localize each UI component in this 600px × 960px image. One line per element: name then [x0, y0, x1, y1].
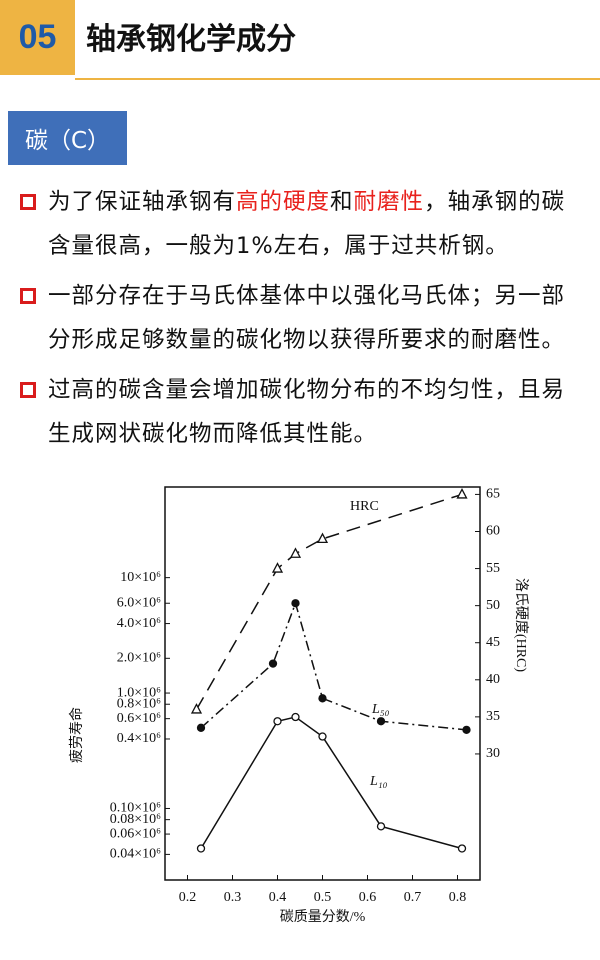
- x-tick-label: 0.5: [314, 890, 332, 905]
- marker: [318, 694, 327, 703]
- marker: [190, 703, 203, 714]
- bullet-icon: [20, 288, 36, 304]
- x-tick-label: 0.4: [269, 890, 287, 905]
- y2-tick-label: 55: [486, 561, 500, 576]
- x-tick-label: 0.6: [359, 890, 377, 905]
- y2-tick-label: 40: [486, 672, 500, 687]
- bullet: 一部分存在于马氏体基体中以强化马氏体；另一部分形成足够数量的碳化物以获得所要求的…: [18, 274, 588, 362]
- y2-tick-label: 60: [486, 524, 500, 539]
- marker: [376, 717, 386, 726]
- y-tick-label: 0.4×10⁶: [117, 731, 161, 746]
- y-tick-label: 0.04×10⁶: [110, 847, 161, 862]
- bullet-text: 和: [330, 189, 354, 215]
- y-tick-label: 2.0×10⁶: [117, 651, 161, 666]
- marker: [462, 725, 471, 734]
- page-title: 轴承钢化学成分: [86, 22, 296, 57]
- y2-tick-label: 30: [486, 746, 500, 761]
- bullet-text: 一部分存在于马氏体基体中以强化马氏体；另一部分形成足够数量的碳化物以获得所要求的…: [48, 283, 566, 353]
- series-label: L₅₀: [371, 702, 390, 717]
- y-tick-label: 0.06×10⁶: [110, 826, 161, 841]
- marker: [457, 844, 467, 853]
- bullet-text: ，轴承钢的碳含量很高，一般为1%左右，属于过共析钢。: [48, 189, 566, 259]
- y-tick-label: 1.0×10⁶: [117, 685, 161, 700]
- section-label: 碳（C）: [8, 111, 127, 165]
- section-number: 05: [0, 0, 75, 75]
- x-tick-label: 0.7: [404, 890, 422, 905]
- marker: [196, 844, 206, 853]
- y-tick-label: 0.8×10⁶: [117, 696, 161, 711]
- y-tick-label: 10×10⁶: [120, 570, 161, 585]
- y-tick-label: 6.0×10⁶: [117, 595, 161, 610]
- marker: [196, 723, 206, 732]
- y-tick-label: 4.0×10⁶: [117, 616, 161, 631]
- y2-tick-label: 45: [486, 635, 500, 650]
- highlight-text: 耐磨性: [353, 189, 425, 215]
- series-line: [195, 493, 463, 710]
- x-tick-label: 0.3: [224, 890, 242, 905]
- bullet: 为了保证轴承钢有高的硬度和耐磨性，轴承钢的碳含量很高，一般为1%左右，属于过共析…: [18, 180, 588, 268]
- y-tick-label: 0.6×10⁶: [117, 711, 161, 726]
- marker: [376, 822, 386, 831]
- marker: [289, 547, 302, 558]
- chart: 0.2 0.3 0.4 0.5 0.6 0.7 0.8 10×10⁶ 6.0×10⁶ 4.0×10…: [68, 486, 529, 925]
- marker: [273, 717, 282, 726]
- marker: [318, 732, 327, 741]
- bullet-icon: [20, 382, 36, 398]
- x-tick-label: 0.2: [179, 890, 197, 905]
- bullet-text: 过高的碳含量会增加碳化物分布的不均匀性，且易生成网状碳化物而降低其性能。: [48, 377, 566, 447]
- marker: [291, 599, 300, 608]
- x-tick-label: 0.8: [449, 890, 467, 905]
- bullet-list: 为了保证轴承钢有高的硬度和耐磨性，轴承钢的碳含量很高，一般为1%左右，属于过共析…: [18, 180, 588, 462]
- x-axis-label: 碳质量分数/%: [280, 909, 366, 925]
- marker: [456, 488, 468, 499]
- y2-axis-label: 洛氏硬度(HRC): [513, 578, 529, 672]
- bullet-text: 为了保证轴承钢有: [48, 189, 237, 215]
- series-line: [200, 600, 467, 731]
- series-label: HRC: [350, 499, 379, 514]
- series-line: [200, 716, 463, 850]
- highlight-text: 高的硬度: [236, 189, 331, 215]
- marker: [271, 562, 284, 573]
- marker: [291, 712, 300, 722]
- series-label: L₁₀: [369, 774, 388, 789]
- marker: [268, 659, 278, 668]
- y2-tick-label: 35: [486, 709, 500, 724]
- y2-tick-label: 50: [486, 598, 500, 613]
- header-rule: [75, 78, 600, 80]
- y-tick-label: 0.08×10⁶: [110, 812, 161, 827]
- bullet-icon: [20, 194, 36, 210]
- marker: [316, 532, 329, 544]
- y2-tick-label: 65: [486, 487, 500, 502]
- y-tick-label: 0.10×10⁶: [110, 801, 161, 816]
- bullet: 过高的碳含量会增加碳化物分布的不均匀性，且易生成网状碳化物而降低其性能。: [18, 368, 588, 456]
- y-axis-label: 疲劳寿命: [68, 707, 85, 763]
